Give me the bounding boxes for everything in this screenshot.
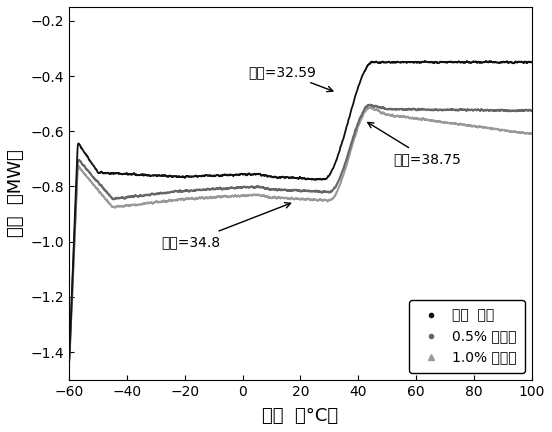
Text: 拐点=34.8: 拐点=34.8 bbox=[162, 203, 290, 249]
Y-axis label: 热流  （MW）: 热流 （MW） bbox=[7, 149, 25, 237]
X-axis label: 温度  （°C）: 温度 （°C） bbox=[262, 407, 338, 425]
Legend: 空白  乳胶, 0.5% 聚苯胺, 1.0% 聚苯胺: 空白 乳胶, 0.5% 聚苯胺, 1.0% 聚苯胺 bbox=[409, 300, 525, 373]
Text: 拐点=38.75: 拐点=38.75 bbox=[368, 122, 461, 166]
Text: 拐点=32.59: 拐点=32.59 bbox=[248, 65, 333, 92]
